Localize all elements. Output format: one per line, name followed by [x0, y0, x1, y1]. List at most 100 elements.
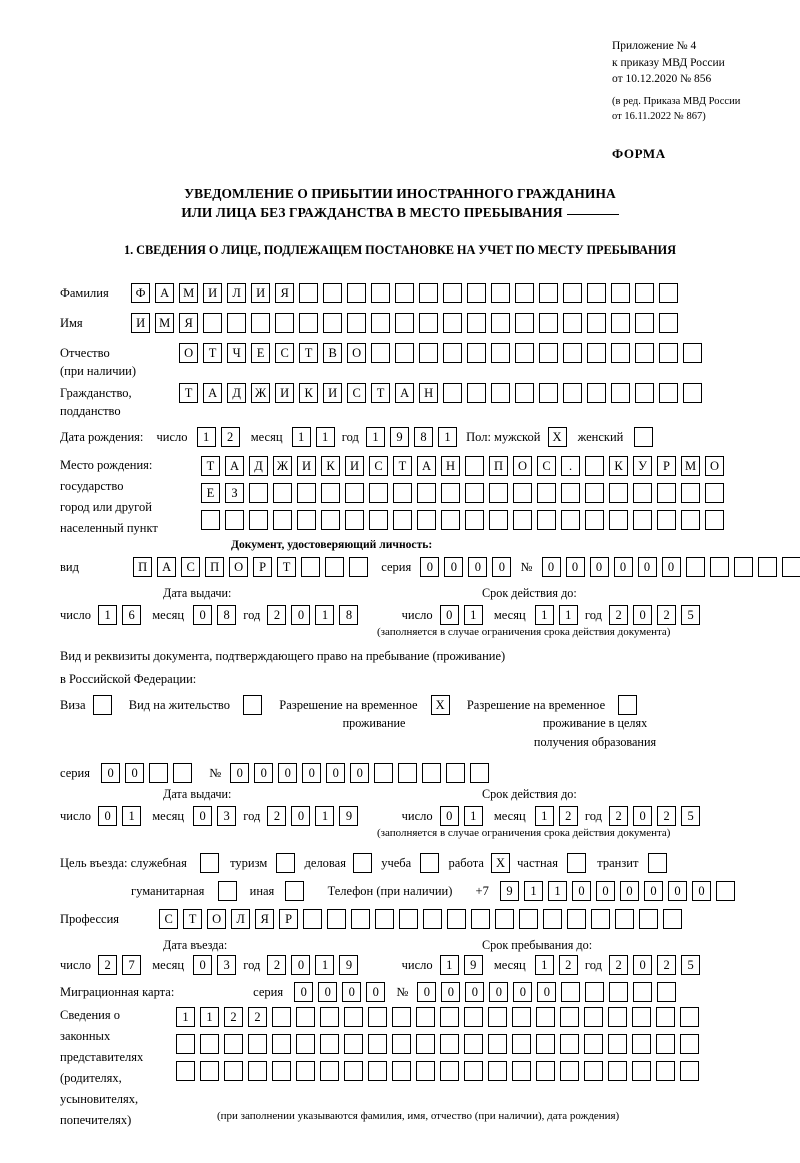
char-cell[interactable]: [368, 1034, 387, 1054]
char-cell[interactable]: [441, 483, 460, 503]
char-cell[interactable]: 7: [122, 955, 142, 975]
char-cell[interactable]: 0: [302, 763, 322, 783]
char-cell[interactable]: [513, 483, 532, 503]
char-cell[interactable]: [441, 510, 460, 530]
char-cell[interactable]: О: [179, 343, 199, 363]
char-cell[interactable]: 0: [254, 763, 274, 783]
char-cell[interactable]: Н: [419, 383, 439, 403]
char-cell[interactable]: 0: [291, 605, 311, 625]
char-cell[interactable]: А: [203, 383, 223, 403]
char-cell[interactable]: Я: [179, 313, 199, 333]
purpose-study-checkbox[interactable]: [420, 853, 440, 873]
char-cell[interactable]: 0: [278, 763, 298, 783]
char-cell[interactable]: [467, 343, 487, 363]
char-cell[interactable]: [423, 909, 443, 929]
char-cell[interactable]: [715, 881, 735, 901]
char-cell[interactable]: [225, 510, 244, 530]
char-cell[interactable]: 0: [291, 955, 311, 975]
char-cell[interactable]: [537, 483, 556, 503]
char-cell[interactable]: [488, 1034, 507, 1054]
char-cell[interactable]: [440, 1061, 459, 1081]
char-cell[interactable]: С: [369, 456, 388, 476]
char-cell[interactable]: [375, 909, 395, 929]
char-cell[interactable]: [491, 283, 511, 303]
char-cell[interactable]: 0: [230, 763, 250, 783]
char-cell[interactable]: [561, 982, 581, 1002]
char-cell[interactable]: 1: [291, 427, 311, 447]
char-cell[interactable]: [512, 1061, 531, 1081]
char-cell[interactable]: [680, 1034, 699, 1054]
char-cell[interactable]: Т: [201, 456, 220, 476]
char-cell[interactable]: [639, 909, 659, 929]
char-cell[interactable]: [633, 483, 652, 503]
char-cell[interactable]: Л: [231, 909, 251, 929]
char-cell[interactable]: 0: [537, 982, 557, 1002]
char-cell[interactable]: [515, 343, 535, 363]
char-cell[interactable]: И: [323, 383, 343, 403]
char-cell[interactable]: [585, 483, 604, 503]
char-cell[interactable]: [705, 510, 724, 530]
char-cell[interactable]: [609, 510, 628, 530]
char-cell[interactable]: С: [275, 343, 295, 363]
visa-checkbox[interactable]: [92, 695, 112, 715]
char-cell[interactable]: И: [275, 383, 295, 403]
char-cell[interactable]: О: [513, 456, 532, 476]
char-cell[interactable]: 0: [589, 557, 609, 577]
char-cell[interactable]: 2: [657, 955, 677, 975]
purpose-official-checkbox[interactable]: [199, 853, 219, 873]
char-cell[interactable]: [663, 909, 683, 929]
char-cell[interactable]: [536, 1061, 555, 1081]
char-cell[interactable]: [347, 283, 367, 303]
char-cell[interactable]: [611, 283, 631, 303]
char-cell[interactable]: 0: [633, 955, 653, 975]
char-cell[interactable]: Р: [657, 456, 676, 476]
char-cell[interactable]: 0: [595, 881, 615, 901]
char-cell[interactable]: [465, 510, 484, 530]
char-cell[interactable]: [392, 1007, 411, 1027]
char-cell[interactable]: 0: [291, 806, 311, 826]
char-cell[interactable]: [440, 1007, 459, 1027]
char-cell[interactable]: [657, 982, 677, 1002]
char-cell[interactable]: 2: [224, 1007, 243, 1027]
char-cell[interactable]: 0: [541, 557, 561, 577]
char-cell[interactable]: [201, 510, 220, 530]
char-cell[interactable]: [395, 283, 415, 303]
char-cell[interactable]: [273, 483, 292, 503]
char-cell[interactable]: [491, 313, 511, 333]
char-cell[interactable]: [635, 313, 655, 333]
char-cell[interactable]: 0: [444, 557, 464, 577]
char-cell[interactable]: 2: [267, 955, 287, 975]
char-cell[interactable]: [296, 1061, 315, 1081]
char-cell[interactable]: 6: [122, 605, 142, 625]
char-cell[interactable]: 1: [439, 955, 459, 975]
char-cell[interactable]: [683, 343, 703, 363]
char-cell[interactable]: [709, 557, 729, 577]
char-cell[interactable]: А: [395, 383, 415, 403]
char-cell[interactable]: [560, 1061, 579, 1081]
char-cell[interactable]: [536, 1007, 555, 1027]
char-cell[interactable]: Я: [255, 909, 275, 929]
char-cell[interactable]: 0: [193, 806, 213, 826]
char-cell[interactable]: [465, 483, 484, 503]
char-cell[interactable]: [489, 483, 508, 503]
char-cell[interactable]: [656, 1034, 675, 1054]
char-cell[interactable]: С: [181, 557, 201, 577]
char-cell[interactable]: 8: [413, 427, 433, 447]
char-cell[interactable]: [200, 1034, 219, 1054]
char-cell[interactable]: [584, 1034, 603, 1054]
char-cell[interactable]: [440, 1034, 459, 1054]
char-cell[interactable]: [417, 483, 436, 503]
char-cell[interactable]: [659, 313, 679, 333]
char-cell[interactable]: [591, 909, 611, 929]
char-cell[interactable]: [683, 383, 703, 403]
